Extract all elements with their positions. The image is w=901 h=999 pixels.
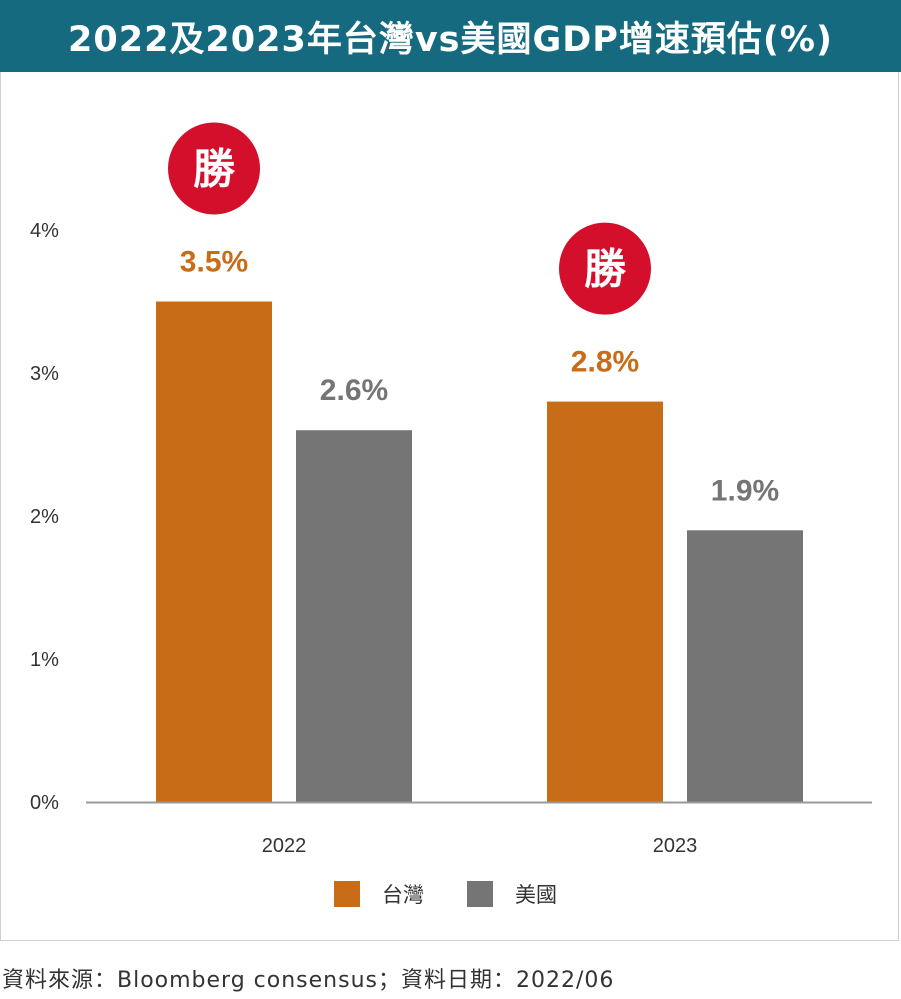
winner-badge-label: 勝 bbox=[193, 146, 236, 193]
chart-title: 2022及2023年台灣vs美國GDP增速預估(%) bbox=[0, 0, 901, 72]
bar-美國-2022 bbox=[296, 430, 412, 802]
chart-frame bbox=[0, 72, 899, 941]
y-tick-label: 3% bbox=[30, 363, 59, 385]
x-tick-label: 2022 bbox=[262, 835, 307, 857]
y-tick-label: 2% bbox=[30, 506, 59, 528]
y-tick-label: 4% bbox=[30, 220, 59, 242]
bar-台灣-2022 bbox=[156, 301, 272, 802]
bar-台灣-2023 bbox=[547, 401, 663, 802]
data-label: 2.6% bbox=[320, 374, 388, 407]
winner-badge bbox=[559, 222, 651, 315]
y-tick-label: 0% bbox=[30, 792, 59, 814]
winner-badge bbox=[168, 122, 260, 215]
source-note: 資料來源：Bloomberg consensus；資料日期：2022/06 bbox=[2, 968, 615, 993]
data-label: 3.5% bbox=[180, 246, 248, 279]
legend-label: 台灣 bbox=[382, 884, 424, 907]
winner-badge-label: 勝 bbox=[584, 246, 627, 293]
data-label: 2.8% bbox=[571, 346, 639, 379]
legend-label: 美國 bbox=[515, 884, 557, 907]
y-tick-label: 1% bbox=[30, 649, 59, 671]
legend-swatch bbox=[334, 881, 360, 907]
data-label: 1.9% bbox=[711, 474, 779, 507]
legend-swatch bbox=[467, 881, 493, 907]
x-tick-label: 2023 bbox=[653, 835, 698, 857]
bar-美國-2023 bbox=[687, 530, 803, 802]
